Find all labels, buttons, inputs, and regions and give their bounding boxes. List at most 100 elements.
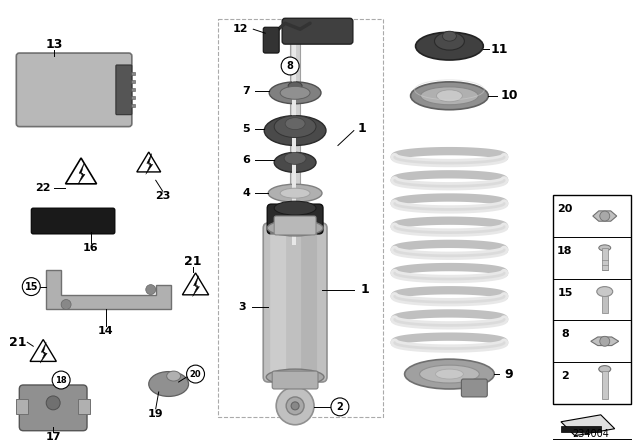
Text: 2: 2: [561, 371, 569, 381]
FancyBboxPatch shape: [17, 53, 132, 127]
Text: 15: 15: [557, 288, 573, 297]
Text: 8: 8: [287, 61, 294, 71]
Ellipse shape: [274, 201, 316, 215]
Ellipse shape: [264, 116, 326, 146]
Ellipse shape: [268, 184, 322, 202]
Ellipse shape: [148, 371, 189, 396]
Bar: [290, 31, 300, 245]
Polygon shape: [30, 340, 56, 362]
Bar: [78, 399, 90, 414]
Text: 5: 5: [243, 124, 250, 134]
FancyBboxPatch shape: [282, 18, 353, 44]
Text: 2: 2: [337, 402, 343, 412]
Bar: [131, 96, 135, 99]
Text: 11: 11: [490, 43, 508, 56]
Ellipse shape: [280, 86, 310, 99]
Bar: [602, 248, 608, 270]
Text: 22: 22: [35, 183, 51, 193]
Ellipse shape: [285, 118, 305, 129]
Polygon shape: [591, 337, 619, 345]
Text: 18: 18: [557, 246, 573, 256]
FancyBboxPatch shape: [268, 204, 323, 234]
Polygon shape: [46, 270, 171, 310]
Ellipse shape: [284, 152, 306, 164]
Circle shape: [61, 300, 71, 310]
Circle shape: [331, 398, 349, 416]
FancyBboxPatch shape: [301, 230, 317, 375]
Polygon shape: [40, 342, 47, 363]
Bar: [131, 80, 135, 83]
Polygon shape: [146, 154, 153, 174]
FancyBboxPatch shape: [270, 230, 286, 375]
Ellipse shape: [274, 116, 316, 138]
FancyBboxPatch shape: [19, 385, 87, 431]
Text: 3: 3: [239, 302, 246, 312]
Text: 15: 15: [24, 282, 38, 292]
Polygon shape: [78, 164, 85, 184]
Polygon shape: [193, 276, 200, 297]
Ellipse shape: [596, 287, 612, 297]
Circle shape: [187, 365, 205, 383]
Ellipse shape: [599, 366, 611, 373]
FancyBboxPatch shape: [31, 208, 115, 234]
Text: 19: 19: [148, 409, 164, 419]
Polygon shape: [182, 273, 209, 295]
Text: 4: 4: [243, 188, 250, 198]
Ellipse shape: [411, 82, 488, 110]
Text: 8: 8: [561, 329, 569, 339]
Text: 21: 21: [184, 255, 202, 268]
Bar: [131, 88, 135, 91]
Ellipse shape: [166, 371, 180, 381]
Ellipse shape: [280, 188, 310, 198]
Text: 1: 1: [360, 283, 369, 296]
Text: 14: 14: [98, 326, 114, 336]
Text: 10: 10: [500, 89, 518, 102]
Bar: [292, 31, 296, 245]
Bar: [131, 104, 135, 107]
Ellipse shape: [286, 397, 304, 415]
Text: 18: 18: [55, 375, 67, 384]
FancyBboxPatch shape: [263, 27, 279, 53]
Bar: [602, 371, 608, 399]
Ellipse shape: [435, 369, 463, 379]
Bar: [17, 399, 28, 414]
Ellipse shape: [274, 152, 316, 172]
Text: 12: 12: [232, 24, 248, 34]
Polygon shape: [593, 211, 617, 221]
Ellipse shape: [420, 87, 478, 105]
Bar: [561, 426, 601, 432]
Circle shape: [281, 57, 299, 75]
Polygon shape: [137, 152, 161, 172]
Ellipse shape: [415, 32, 483, 60]
Text: 9: 9: [505, 367, 513, 380]
Ellipse shape: [404, 359, 494, 389]
Ellipse shape: [596, 338, 614, 344]
Circle shape: [52, 371, 70, 389]
Text: 20: 20: [189, 370, 202, 379]
FancyBboxPatch shape: [461, 379, 487, 397]
FancyBboxPatch shape: [272, 371, 318, 389]
Text: 16: 16: [83, 243, 99, 253]
Ellipse shape: [291, 402, 299, 410]
Bar: [553, 195, 630, 404]
Bar: [602, 296, 608, 314]
Polygon shape: [561, 415, 614, 435]
Text: 21: 21: [8, 336, 26, 349]
Ellipse shape: [436, 90, 462, 102]
Ellipse shape: [435, 32, 465, 50]
Ellipse shape: [276, 387, 314, 425]
Text: 17: 17: [45, 432, 61, 442]
Ellipse shape: [266, 369, 324, 385]
Circle shape: [600, 211, 610, 221]
Text: 20: 20: [557, 204, 573, 214]
Ellipse shape: [269, 82, 321, 104]
Text: 6: 6: [243, 155, 250, 165]
Ellipse shape: [268, 220, 323, 236]
Circle shape: [22, 278, 40, 296]
FancyBboxPatch shape: [274, 216, 316, 235]
Polygon shape: [65, 158, 97, 184]
Text: 23: 23: [155, 191, 170, 201]
Text: 234004: 234004: [572, 429, 609, 439]
Ellipse shape: [420, 365, 479, 383]
Ellipse shape: [442, 31, 456, 41]
